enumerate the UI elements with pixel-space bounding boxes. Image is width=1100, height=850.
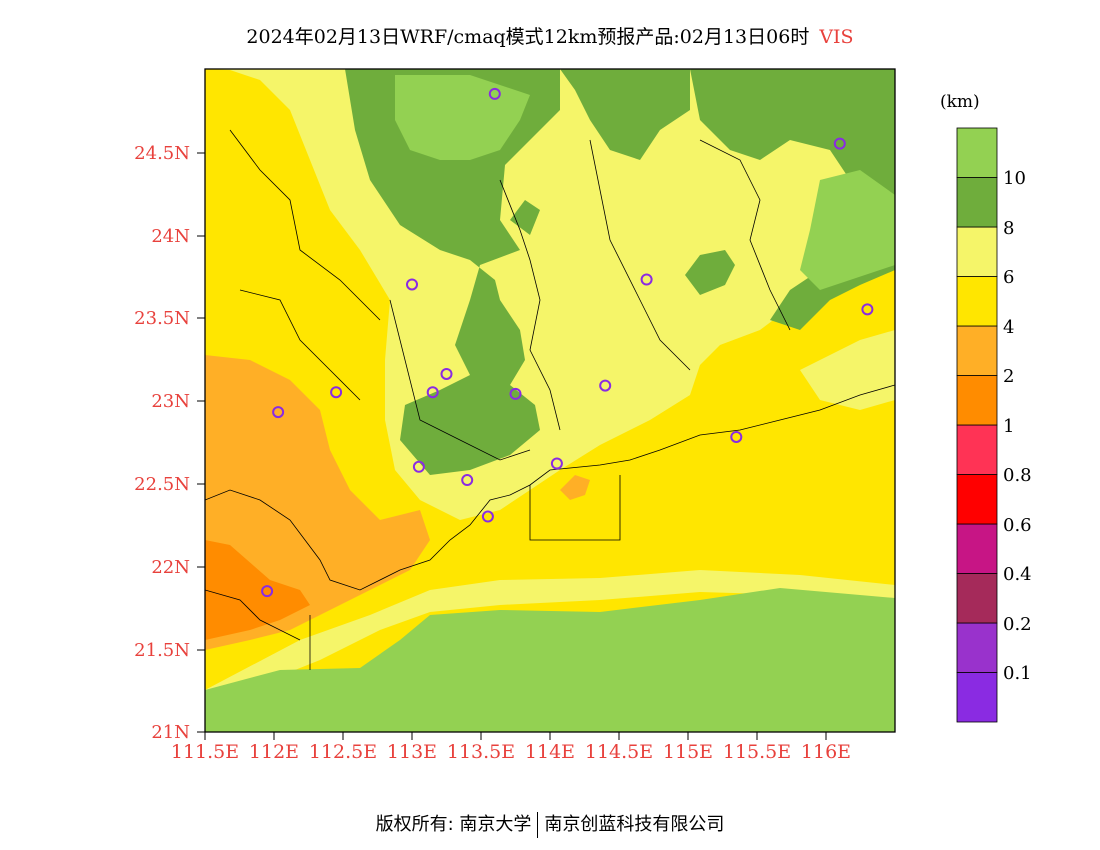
colorbar-swatch xyxy=(956,523,998,574)
station-marker xyxy=(426,386,439,399)
station-marker xyxy=(406,278,418,291)
station-marker xyxy=(261,585,274,598)
lat-label: 22N xyxy=(151,557,190,578)
lon-label: 112E xyxy=(248,741,300,763)
colorbar-label: 1 xyxy=(1003,416,1015,437)
colorbar-label: 0.6 xyxy=(1003,515,1032,536)
vis-6-8-band-south xyxy=(205,570,895,700)
title-main: 2024年02月13日WRF/cmaq模式12km预报产品:02月13日06时 xyxy=(246,26,810,48)
lon-label: 116E xyxy=(800,741,852,763)
station-marker xyxy=(730,430,743,443)
vis-8-10-patch xyxy=(685,250,735,295)
colorbar-swatch xyxy=(956,622,998,673)
colorbar-swatch xyxy=(956,474,998,525)
vis-10-band-south xyxy=(205,588,895,732)
vis-10-band-ne xyxy=(800,170,895,290)
footer-company: 南京创蓝科技有限公司 xyxy=(544,814,725,835)
vis-8-10-patch2 xyxy=(510,200,540,235)
lon-label: 113E xyxy=(386,741,438,763)
station-marker xyxy=(509,387,522,400)
lat-label: 21.5N xyxy=(134,640,190,661)
station-marker xyxy=(272,406,285,419)
station-marker xyxy=(412,460,425,473)
colorbar-swatch xyxy=(956,672,998,723)
lon-ticks xyxy=(204,732,827,740)
vis-10-band-north xyxy=(395,75,530,160)
lat-ticks xyxy=(197,152,205,733)
lon-label: 111.5E xyxy=(170,741,240,763)
colorbar-label: 2 xyxy=(1003,366,1015,387)
station-markers xyxy=(261,87,874,598)
lon-label: 113.5E xyxy=(446,741,516,763)
colorbar-label: 8 xyxy=(1003,218,1015,239)
colorbar-swatch xyxy=(956,325,998,376)
lon-label: 115E xyxy=(662,741,714,763)
lat-label: 21N xyxy=(151,722,190,743)
station-marker xyxy=(550,457,563,470)
station-marker xyxy=(833,137,846,150)
colorbar-swatch xyxy=(956,375,998,426)
colorbar-label: 0.2 xyxy=(1003,614,1032,635)
vis-6-8-band-east xyxy=(800,330,895,410)
station-marker xyxy=(599,379,612,392)
lon-label: 115.5E xyxy=(722,741,792,763)
footer-copyright: 版权所有: 南京大学 xyxy=(375,814,532,835)
lon-label: 112.5E xyxy=(308,741,378,763)
station-marker xyxy=(488,87,501,100)
lat-label: 24N xyxy=(151,226,190,247)
colorbar-label: 6 xyxy=(1003,267,1015,288)
vis-8-10-band-nw xyxy=(560,69,690,160)
colorbar-label: 10 xyxy=(1003,168,1026,189)
vis-1-2-band xyxy=(205,540,310,640)
lon-label: 114.5E xyxy=(584,741,654,763)
footer-divider xyxy=(537,812,539,838)
lat-label: 22.5N xyxy=(134,474,190,495)
colorbar-label: 0.8 xyxy=(1003,465,1032,486)
colorbar-swatch xyxy=(956,573,998,624)
colorbar-swatch xyxy=(956,226,998,277)
vis-2-4-patch xyxy=(560,475,590,500)
lat-label: 23.5N xyxy=(134,308,190,329)
footer: 版权所有: 南京大学 南京创蓝科技有限公司 xyxy=(0,810,1100,838)
station-marker xyxy=(861,303,874,316)
station-marker xyxy=(640,273,653,286)
colorbar-unit: (km) xyxy=(940,92,980,112)
boundary-lines xyxy=(205,129,895,670)
colorbar-label: 0.4 xyxy=(1003,564,1032,585)
colorbar-swatch xyxy=(956,424,998,475)
station-marker xyxy=(330,386,343,399)
station-marker xyxy=(440,367,453,380)
station-marker xyxy=(481,510,494,523)
title-variable: VIS xyxy=(819,26,854,48)
colorbar-swatch xyxy=(956,276,998,327)
lat-label: 24.5N xyxy=(134,143,190,164)
colorbar-label: 0.1 xyxy=(1003,663,1032,684)
lon-label: 114E xyxy=(524,741,576,763)
vis-8-10-band-north xyxy=(345,69,560,475)
lat-label: 23N xyxy=(151,391,190,412)
colorbar-swatch xyxy=(956,127,998,178)
colorbar-label: 4 xyxy=(1003,317,1015,338)
station-marker xyxy=(461,474,474,487)
colorbar xyxy=(956,127,998,723)
colorbar-swatch xyxy=(956,177,998,228)
visibility-field xyxy=(205,69,895,732)
chart-title: 2024年02月13日WRF/cmaq模式12km预报产品:02月13日06时 V… xyxy=(0,22,1100,49)
